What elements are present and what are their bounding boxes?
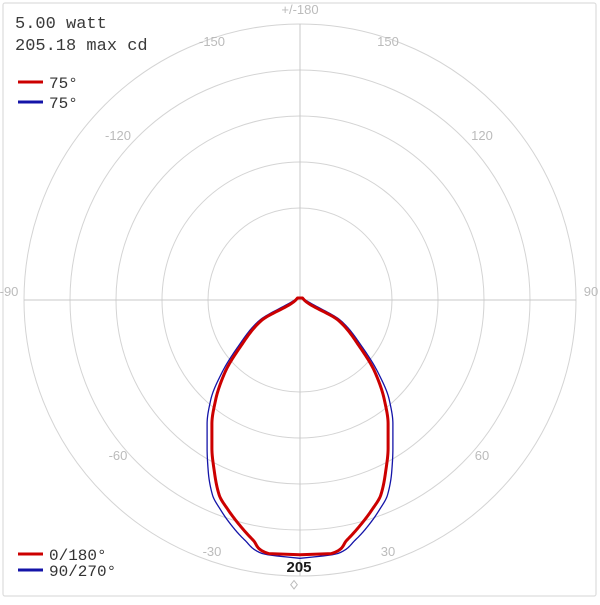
svg-text:-60: -60 (109, 448, 128, 463)
svg-text:-90: -90 (0, 284, 18, 299)
svg-text:205: 205 (286, 559, 311, 576)
svg-text:-120: -120 (105, 128, 131, 143)
svg-text:+/-180: +/-180 (281, 2, 318, 17)
svg-text:-150: -150 (199, 34, 225, 49)
svg-text:75°: 75° (49, 95, 78, 112)
svg-text:75°: 75° (49, 75, 78, 93)
svg-text:150: 150 (377, 34, 399, 49)
svg-text:90/270°: 90/270° (49, 563, 116, 578)
svg-text:60: 60 (475, 448, 489, 463)
svg-text:90: 90 (584, 284, 598, 299)
svg-text:120: 120 (471, 128, 493, 143)
svg-text:30: 30 (381, 544, 395, 559)
